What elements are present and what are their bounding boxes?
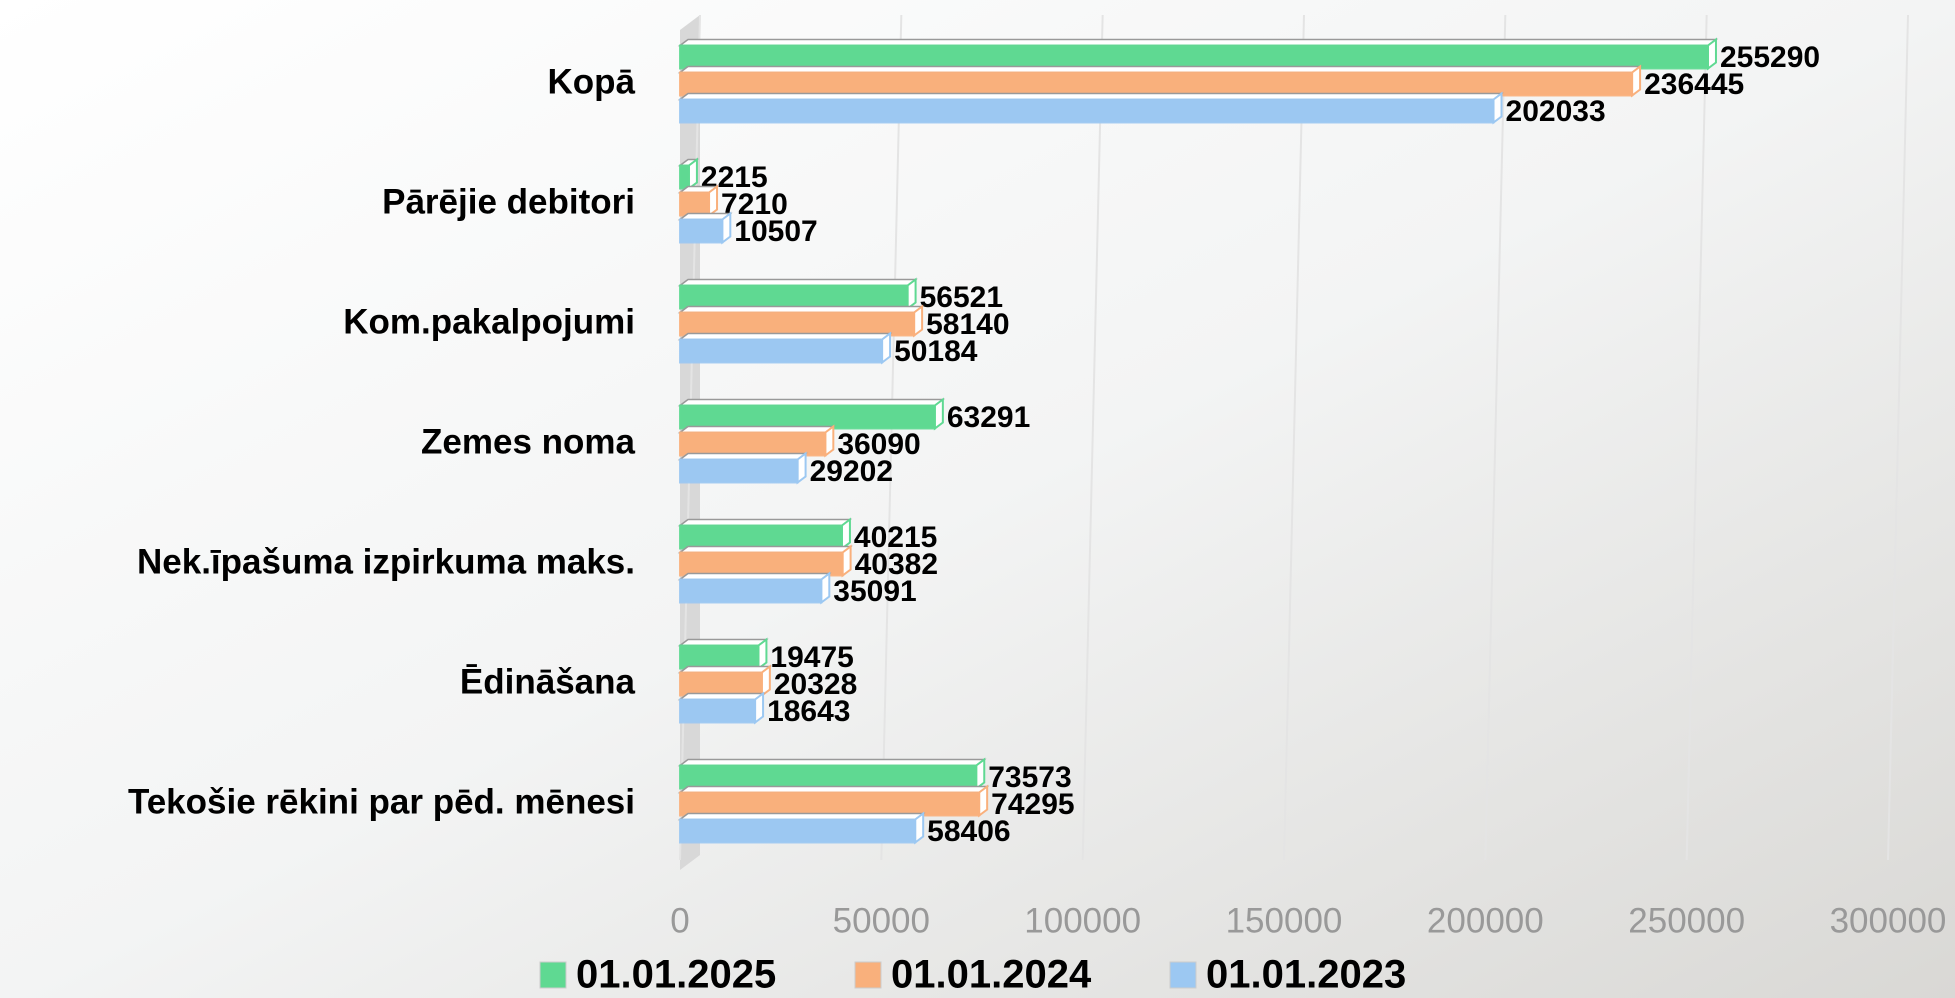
grid-line (880, 14, 903, 861)
bar-side (824, 424, 835, 458)
data-label: 40215 (854, 521, 937, 554)
bar-side (721, 211, 732, 245)
bar-side (881, 331, 892, 365)
x-tick-label: 300000 (1830, 901, 1947, 940)
bar-side (840, 517, 851, 551)
bar (679, 818, 917, 844)
data-label: 56521 (920, 281, 1003, 314)
bar-side (708, 184, 719, 218)
x-tick-label: 50000 (833, 901, 930, 940)
legend-label: 01.01.2023 (1206, 953, 1406, 997)
data-label: 50184 (894, 335, 978, 368)
y-tick-label: Tekošie rēkini par pēd. mēnesi (128, 782, 635, 821)
x-tick-label: 100000 (1024, 901, 1141, 940)
bar (679, 164, 690, 190)
bar-side (914, 811, 925, 845)
bar-side (841, 544, 852, 578)
bar (679, 338, 884, 364)
bar (679, 644, 760, 670)
bar-side (757, 637, 768, 671)
x-tick-label: 0 (670, 901, 689, 940)
bar (679, 764, 978, 790)
data-label: 58140 (926, 308, 1009, 341)
bar (679, 578, 823, 604)
data-label: 20328 (774, 668, 857, 701)
grid-line (1283, 14, 1305, 861)
data-label: 255290 (1720, 41, 1820, 74)
bar (679, 191, 711, 217)
bar (679, 791, 981, 817)
bar (679, 71, 1634, 97)
y-tick-label: Nek.īpašuma izpirkuma maks. (137, 542, 635, 581)
y-tick-label: Kopā (548, 62, 636, 101)
bar-side (687, 157, 698, 191)
data-label: 63291 (947, 401, 1030, 434)
x-tick-label: 200000 (1427, 901, 1544, 940)
bar-side (754, 691, 765, 725)
y-tick-label: Zemes noma (421, 422, 635, 461)
bar-side (978, 784, 989, 818)
data-label: 73573 (988, 761, 1071, 794)
grid-line (1484, 14, 1507, 861)
data-label: 7210 (721, 188, 788, 221)
data-label: 10507 (734, 215, 817, 248)
data-label: 36090 (837, 428, 920, 461)
bar-side (1706, 37, 1717, 71)
grid-line (1887, 14, 1909, 861)
bar (679, 218, 724, 244)
data-label: 19475 (770, 641, 853, 674)
grid-line (1081, 14, 1104, 861)
data-label: 40382 (855, 548, 938, 581)
bar (679, 404, 936, 430)
bar (679, 458, 799, 484)
legend-label: 01.01.2025 (576, 953, 776, 997)
x-tick-label: 150000 (1226, 901, 1343, 940)
bar (679, 311, 916, 337)
legend-swatch (539, 961, 567, 989)
bar (679, 671, 763, 697)
bar (679, 44, 1709, 70)
data-label: 29202 (810, 455, 893, 488)
bar-side (760, 664, 771, 698)
data-label: 236445 (1644, 68, 1744, 101)
data-label: 58406 (927, 815, 1010, 848)
y-tick-label: Ēdināšana (460, 662, 636, 701)
data-label: 35091 (833, 575, 916, 608)
bar-side (1631, 64, 1642, 98)
grid-line (1685, 14, 1708, 861)
data-label: 74295 (991, 788, 1074, 821)
x-tick-label: 250000 (1628, 901, 1745, 940)
bar-side (913, 304, 924, 338)
bar-side (975, 757, 986, 791)
bar (679, 98, 1495, 124)
bar-side (933, 397, 944, 431)
data-label: 202033 (1506, 95, 1606, 128)
bar (679, 284, 909, 310)
bar-side (906, 277, 917, 311)
legend-swatch (1169, 961, 1197, 989)
bar-side (796, 451, 807, 485)
legend-label: 01.01.2024 (891, 953, 1092, 997)
bar (679, 431, 827, 457)
bar-side (820, 571, 831, 605)
y-tick-label: Kom.pakalpojumi (343, 302, 635, 341)
bar (679, 551, 844, 577)
data-label: 18643 (767, 695, 850, 728)
legend-swatch (854, 961, 882, 989)
bar (679, 524, 843, 550)
y-tick-label: Pārējie debitori (382, 182, 635, 221)
bar (679, 698, 757, 724)
bar-side (1492, 91, 1503, 125)
